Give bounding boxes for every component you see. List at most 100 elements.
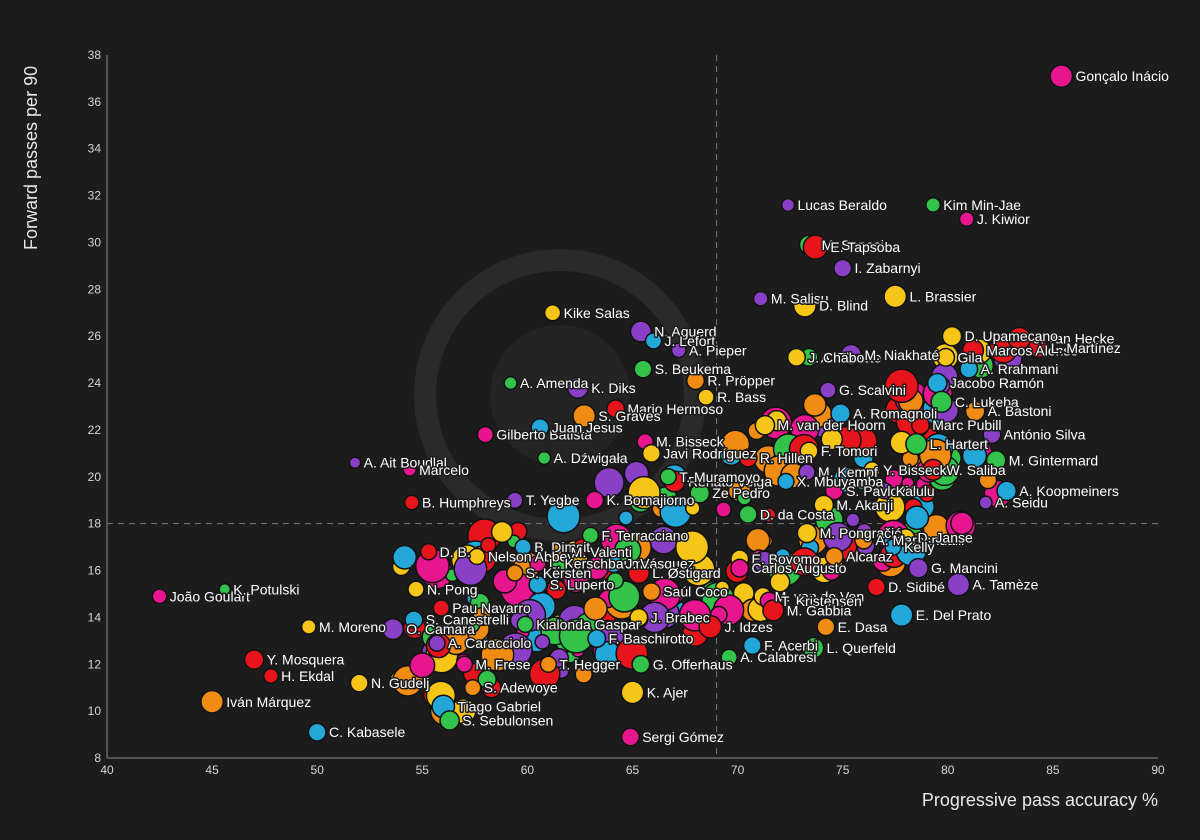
point-label: D. Janse — [918, 530, 973, 546]
scatter-point — [959, 359, 979, 379]
y-tick-label: 12 — [88, 657, 102, 671]
scatter-point — [918, 484, 937, 503]
point-label: F. Terracciano — [601, 527, 688, 543]
point-label: Y. Mosquera — [267, 652, 345, 668]
scatter-point — [884, 538, 902, 556]
point-label: D. Blind — [819, 298, 868, 314]
scatter-point — [792, 293, 817, 318]
scatter-point — [774, 547, 791, 565]
scatter-point — [392, 544, 418, 570]
point-label: E. Dasa — [838, 619, 888, 635]
scatter-point — [786, 347, 807, 367]
scatter-point — [738, 448, 758, 468]
y-tick-label: 24 — [88, 376, 102, 390]
scatter-point — [151, 588, 168, 605]
x-tick-label: 85 — [1046, 763, 1060, 777]
point-label: F. Baschirotto — [609, 630, 694, 646]
point-label: A. Rrahmani — [981, 361, 1059, 377]
point-label: M. Niakhaté — [865, 347, 940, 363]
point-label: S. Beukema — [655, 361, 731, 377]
x-tick-label: 50 — [311, 763, 325, 777]
point-label: G. Mancini — [931, 560, 998, 576]
point-label: A. Theate — [821, 349, 882, 365]
scatter-point — [816, 617, 836, 637]
point-label: Kim Min-Jae — [943, 197, 1021, 213]
point-label: Carlos Augusto — [752, 560, 847, 576]
point-label: L. Martínez — [1051, 340, 1121, 356]
scatter-point — [875, 482, 894, 500]
point-label: L. Østigard — [652, 565, 720, 581]
scatter-point — [802, 234, 829, 260]
x-tick-label: 40 — [100, 763, 114, 777]
point-label: Iván Márquez — [226, 694, 311, 710]
scatter-point — [1007, 326, 1032, 351]
x-axis-title: Progressive pass accuracy % — [922, 790, 1158, 810]
point-label: J. Vásquez — [625, 556, 694, 572]
point-label: J. Chabot — [808, 349, 868, 365]
scatter-point — [566, 376, 589, 399]
point-label: Kialonda Gaspar — [536, 616, 641, 632]
point-label: M. Bisseck — [656, 434, 725, 450]
scatter-point — [982, 425, 1002, 445]
scatter-point — [666, 559, 684, 578]
scatter-point — [528, 575, 548, 595]
point-label: G. Scalvini — [839, 382, 906, 398]
scatter-point — [777, 472, 795, 491]
point-label: António Silva — [1004, 427, 1086, 443]
point-label: J. van Hecke — [1033, 331, 1114, 347]
point-label: Y. Bisseck — [883, 462, 948, 478]
scatter-point — [839, 343, 863, 367]
point-label: Ze Pedro — [712, 485, 770, 501]
point-label: N. Aguerd — [654, 324, 716, 340]
scatter-point — [506, 564, 524, 582]
point-label: S. Canestrelli — [426, 612, 509, 628]
point-label: Gonçalo Inácio — [1076, 68, 1170, 84]
point-label: B. Dimsit — [534, 539, 590, 555]
point-label: Marcos Alonso — [986, 342, 1078, 358]
scatter-point — [641, 443, 661, 463]
scatter-point — [583, 596, 608, 622]
point-label: K. Potulski — [233, 581, 299, 597]
y-tick-label: 32 — [88, 189, 102, 203]
scatter-point — [629, 607, 649, 627]
point-label: Juan Jesus — [552, 420, 623, 436]
scatter-point — [964, 400, 986, 422]
scatter-point — [736, 490, 753, 506]
scatter-point — [537, 450, 552, 466]
scatter-point — [641, 582, 661, 602]
scatter-point — [503, 375, 518, 391]
point-label: Renato Veiga — [688, 473, 772, 489]
point-label: A. Dźwigała — [554, 450, 628, 466]
y-tick-label: 38 — [88, 48, 102, 62]
scatter-point — [439, 710, 460, 731]
scatter-point — [620, 727, 640, 747]
scatter-point — [769, 571, 791, 593]
scatter-point — [243, 649, 265, 670]
scatter-point — [686, 371, 706, 391]
scatter-point — [606, 399, 626, 419]
scatter-point — [996, 480, 1018, 502]
scatter-point — [573, 538, 591, 556]
point-label: João Goulart — [170, 588, 250, 604]
point-label: S. Adewoye — [484, 680, 558, 696]
point-label: I. Zabarnyi — [855, 260, 921, 276]
point-label: Marc Pubill — [932, 417, 1001, 433]
point-label: L. Brassier — [909, 288, 976, 304]
scatter-point — [824, 546, 844, 567]
point-label: D. B. — [440, 544, 471, 560]
y-axis-title: Forward passes per 90 — [21, 66, 41, 250]
scatter-point — [549, 542, 569, 562]
scatter-point — [675, 530, 710, 565]
point-label: K. Ajer — [647, 684, 689, 700]
scatter-point — [218, 582, 232, 596]
x-tick-label: 70 — [731, 763, 745, 777]
scatter-point — [813, 494, 835, 516]
scatter-point — [830, 403, 851, 424]
point-label: O. Camara — [406, 621, 475, 637]
y-tick-label: 34 — [88, 142, 102, 156]
point-label: B. Humphreys — [422, 495, 511, 511]
scatter-point — [627, 475, 661, 510]
scatter-point — [604, 553, 624, 574]
scatter-point — [926, 372, 948, 394]
